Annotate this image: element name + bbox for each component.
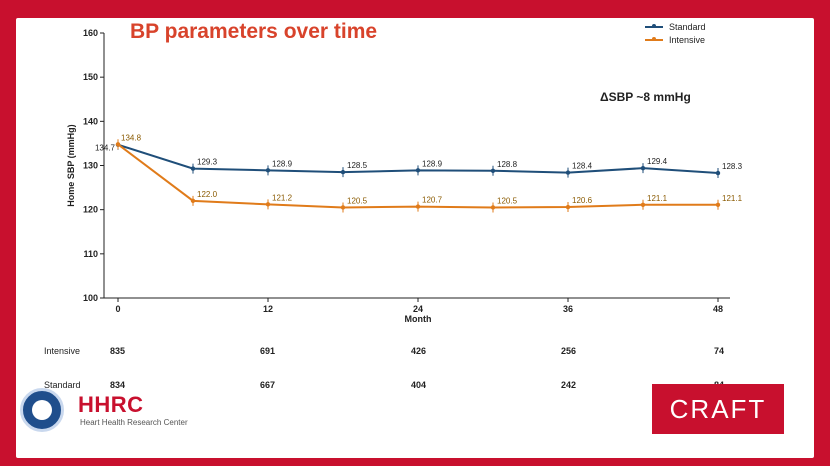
at-risk-standard-36: 242 bbox=[561, 380, 577, 390]
legend-item-standard: Standard bbox=[645, 20, 706, 33]
point-intensive-6 bbox=[190, 198, 196, 204]
data-label-standard-12: 128.9 bbox=[272, 159, 293, 168]
at-risk-standard-12: 667 bbox=[260, 380, 276, 390]
at-risk-intensive-0: 835 bbox=[110, 346, 126, 356]
point-standard-30 bbox=[490, 168, 496, 173]
y-tick-label-150: 150 bbox=[83, 72, 98, 82]
y-tick-label-120: 120 bbox=[83, 205, 98, 215]
point-intensive-0 bbox=[115, 142, 121, 147]
point-intensive-12 bbox=[265, 202, 271, 207]
data-label-standard-18: 128.5 bbox=[347, 161, 368, 170]
legend-item-intensive: Intensive bbox=[645, 33, 706, 46]
at-risk-intensive-36: 256 bbox=[561, 346, 577, 356]
point-intensive-48 bbox=[715, 202, 721, 208]
legend-label-intensive: Intensive bbox=[669, 34, 706, 45]
point-intensive-36 bbox=[565, 204, 571, 210]
point-intensive-42 bbox=[640, 202, 646, 208]
y-axis-label: Home SBP (mmHg) bbox=[66, 124, 76, 206]
at-risk-intensive-12: 691 bbox=[260, 346, 276, 356]
at-risk-label-intensive: Intensive bbox=[44, 346, 81, 356]
legend-swatch-standard bbox=[645, 23, 663, 28]
point-standard-6 bbox=[190, 166, 196, 171]
data-label-intensive-12: 121.2 bbox=[272, 193, 293, 202]
data-label-standard-0: 134.7 bbox=[95, 144, 116, 153]
data-label-intensive-24: 120.7 bbox=[422, 196, 443, 205]
data-label-standard-48: 128.3 bbox=[722, 162, 743, 171]
at-risk-label-standard: Standard bbox=[44, 380, 81, 390]
y-tick-label-160: 160 bbox=[83, 28, 98, 38]
data-label-standard-42: 129.4 bbox=[647, 157, 668, 166]
craft-logo: CRAFT bbox=[652, 384, 784, 434]
university-seal-logo bbox=[20, 388, 64, 432]
legend-swatch-intensive bbox=[645, 36, 663, 41]
data-label-intensive-36: 120.6 bbox=[572, 196, 593, 205]
y-tick-label-100: 100 bbox=[83, 293, 98, 303]
data-label-standard-36: 128.4 bbox=[572, 162, 593, 171]
point-intensive-30 bbox=[490, 205, 496, 210]
x-tick-label-36: 36 bbox=[563, 304, 573, 314]
at-risk-standard-24: 404 bbox=[411, 380, 427, 390]
point-standard-12 bbox=[265, 168, 271, 173]
y-tick-label-110: 110 bbox=[83, 249, 98, 259]
point-standard-48 bbox=[715, 170, 721, 176]
point-standard-36 bbox=[565, 170, 571, 175]
at-risk-intensive-48: 74 bbox=[714, 346, 725, 356]
x-tick-label-24: 24 bbox=[413, 304, 423, 314]
data-label-intensive-18: 120.5 bbox=[347, 196, 368, 205]
point-standard-18 bbox=[340, 169, 346, 175]
delta-annotation: ΔSBP ~8 mmHg bbox=[600, 90, 691, 104]
x-tick-label-48: 48 bbox=[713, 304, 723, 314]
data-label-intensive-30: 120.5 bbox=[497, 196, 518, 205]
at-risk-intensive-24: 426 bbox=[411, 346, 427, 356]
point-intensive-24 bbox=[415, 204, 421, 209]
data-label-intensive-48: 121.1 bbox=[722, 194, 743, 203]
legend: Standard Intensive bbox=[645, 20, 706, 46]
hhrc-logo: HHRC bbox=[78, 392, 144, 417]
data-label-intensive-0: 134.8 bbox=[121, 133, 142, 142]
data-label-standard-6: 129.3 bbox=[197, 158, 218, 167]
point-intensive-18 bbox=[340, 205, 346, 210]
at-risk-standard-0: 834 bbox=[110, 380, 126, 390]
x-axis-label: Month bbox=[405, 314, 432, 324]
data-label-standard-24: 128.9 bbox=[422, 159, 443, 168]
y-tick-label-130: 130 bbox=[83, 161, 98, 171]
hhrc-subtitle: Heart Health Research Center bbox=[80, 418, 188, 427]
x-tick-label-0: 0 bbox=[115, 304, 120, 314]
legend-label-standard: Standard bbox=[669, 21, 706, 32]
data-label-intensive-6: 122.0 bbox=[197, 190, 218, 199]
chart-title: BP parameters over time bbox=[130, 20, 378, 43]
data-label-standard-30: 128.8 bbox=[497, 160, 518, 169]
x-tick-label-12: 12 bbox=[263, 304, 273, 314]
y-tick-label-140: 140 bbox=[83, 116, 98, 126]
point-standard-24 bbox=[415, 168, 421, 173]
point-standard-42 bbox=[640, 165, 646, 171]
data-label-intensive-42: 121.1 bbox=[647, 194, 668, 203]
